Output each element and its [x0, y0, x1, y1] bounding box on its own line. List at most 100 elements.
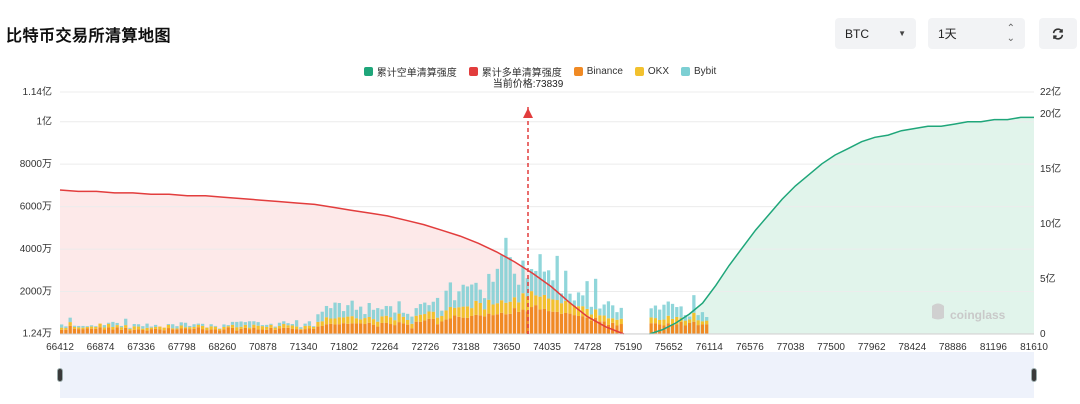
- x-axis-tick: 76576: [736, 342, 764, 352]
- liquidation-bar: [153, 324, 158, 327]
- liquidation-bar: [371, 309, 376, 320]
- liquidation-bar: [500, 312, 504, 334]
- legend-item-okx[interactable]: OKX: [634, 64, 669, 79]
- liquidation-bar: [316, 326, 320, 334]
- liquidation-bar: [89, 326, 94, 329]
- liquidation-bar: [149, 327, 153, 330]
- liquidation-bar: [611, 318, 615, 323]
- liquidation-bar: [461, 306, 465, 318]
- liquidation-bar: [687, 319, 692, 323]
- liquidation-bar: [218, 328, 222, 331]
- liquidation-bar: [102, 327, 106, 330]
- x-axis-tick: 67336: [127, 342, 155, 352]
- liquidation-bar: [593, 278, 598, 310]
- liquidation-bar: [474, 282, 478, 301]
- legend-item-short-liq[interactable]: 累计空单清算强度: [363, 64, 457, 79]
- legend-label: 累计空单清算强度: [376, 68, 457, 79]
- slider-handle-right[interactable]: [1031, 368, 1037, 382]
- liquidation-bar: [474, 314, 478, 334]
- liquidation-bar: [397, 301, 401, 314]
- liquidation-bar: [141, 326, 145, 329]
- refresh-button[interactable]: [1039, 18, 1077, 49]
- liquidation-bar: [192, 326, 196, 329]
- refresh-icon: [1052, 27, 1064, 40]
- liquidation-bar: [679, 321, 683, 334]
- liquidation-bar: [555, 311, 559, 334]
- liquidation-bar: [465, 317, 470, 334]
- liquidation-bar: [440, 321, 444, 334]
- liquidation-bar: [675, 324, 679, 334]
- liquidation-bar: [346, 305, 350, 317]
- liquidation-bar: [106, 327, 111, 334]
- liquidation-bar: [397, 313, 401, 323]
- liquidation-bar: [188, 329, 192, 334]
- liquidation-bar: [547, 311, 551, 334]
- liquidation-bar: [666, 323, 670, 334]
- legend-item-binance[interactable]: Binance: [573, 64, 623, 79]
- liquidation-bar: [106, 323, 111, 328]
- liquidation-bar: [188, 327, 192, 330]
- liquidation-bar: [324, 324, 329, 334]
- legend-item-long-liq[interactable]: 累计多单清算强度: [468, 64, 562, 79]
- liquidation-bar: [593, 317, 598, 334]
- liquidation-bar: [457, 316, 461, 334]
- liquidation-bar: [670, 324, 675, 334]
- liquidation-bar: [700, 312, 705, 322]
- legend-label: Bybit: [694, 66, 717, 77]
- liquidation-bar: [602, 321, 606, 334]
- x-axis-tick: 73188: [452, 342, 480, 352]
- liquidation-bar: [388, 306, 393, 318]
- liquidation-bar: [171, 329, 175, 334]
- liquidation-bar: [307, 321, 312, 326]
- liquidation-bar: [256, 325, 260, 330]
- y-axis-right-tick: 22亿: [1040, 85, 1061, 98]
- liquidation-bar: [606, 324, 611, 334]
- y-axis-right-tick: 0: [1040, 329, 1046, 340]
- liquidation-bar: [363, 318, 367, 325]
- liquidation-bar: [487, 273, 491, 300]
- liquidation-bar: [149, 326, 153, 328]
- legend-label: 累计多单清算强度: [481, 68, 562, 79]
- x-axis-tick: 77962: [858, 342, 886, 352]
- coin-select[interactable]: BTC ▼: [835, 18, 916, 49]
- liquidation-bar: [252, 324, 256, 328]
- liquidation-bar: [252, 327, 256, 334]
- liquidation-bar: [337, 317, 341, 325]
- liquidation-bar: [226, 327, 230, 334]
- x-axis-tick: 72264: [371, 342, 399, 352]
- liquidation-bar: [179, 322, 183, 326]
- liquidation-bar: [367, 322, 371, 334]
- liquidation-bar: [431, 301, 435, 312]
- x-axis-tick: 72726: [411, 342, 439, 352]
- liquidation-bar: [478, 315, 482, 334]
- legend-swatch: [634, 67, 644, 76]
- liquidation-bar: [406, 319, 410, 325]
- liquidation-bar: [431, 318, 435, 334]
- liquidation-bar: [94, 326, 98, 327]
- liquidation-bar: [363, 314, 367, 319]
- liquidation-bar: [218, 330, 222, 334]
- liquidation-bar: [572, 300, 576, 306]
- liquidation-bar: [294, 320, 299, 327]
- liquidation-bar: [77, 329, 81, 334]
- liquidation-bar: [265, 326, 269, 330]
- liquidation-bar: [230, 324, 235, 328]
- liquidation-bar: [564, 300, 568, 313]
- liquidation-bar: [192, 324, 196, 327]
- liquidation-bar: [166, 328, 171, 334]
- liquidation-bar: [440, 315, 444, 322]
- slider-handle-left[interactable]: [57, 368, 63, 382]
- liquidation-bar: [696, 315, 700, 321]
- liquidation-bar: [162, 327, 166, 331]
- liquidation-bar: [517, 284, 521, 303]
- liquidation-bar: [282, 324, 286, 328]
- liquidation-bar: [303, 329, 307, 334]
- range-slider[interactable]: [60, 352, 1034, 398]
- legend-item-bybit[interactable]: Bybit: [681, 64, 716, 79]
- liquidation-bar: [453, 307, 457, 316]
- liquidation-bar: [683, 315, 687, 321]
- time-range-select[interactable]: 1天 ⌃ ⌄: [928, 18, 1025, 49]
- liquidation-bar: [649, 323, 653, 334]
- liquidation-bar: [213, 325, 218, 327]
- liquidation-bar: [521, 293, 525, 310]
